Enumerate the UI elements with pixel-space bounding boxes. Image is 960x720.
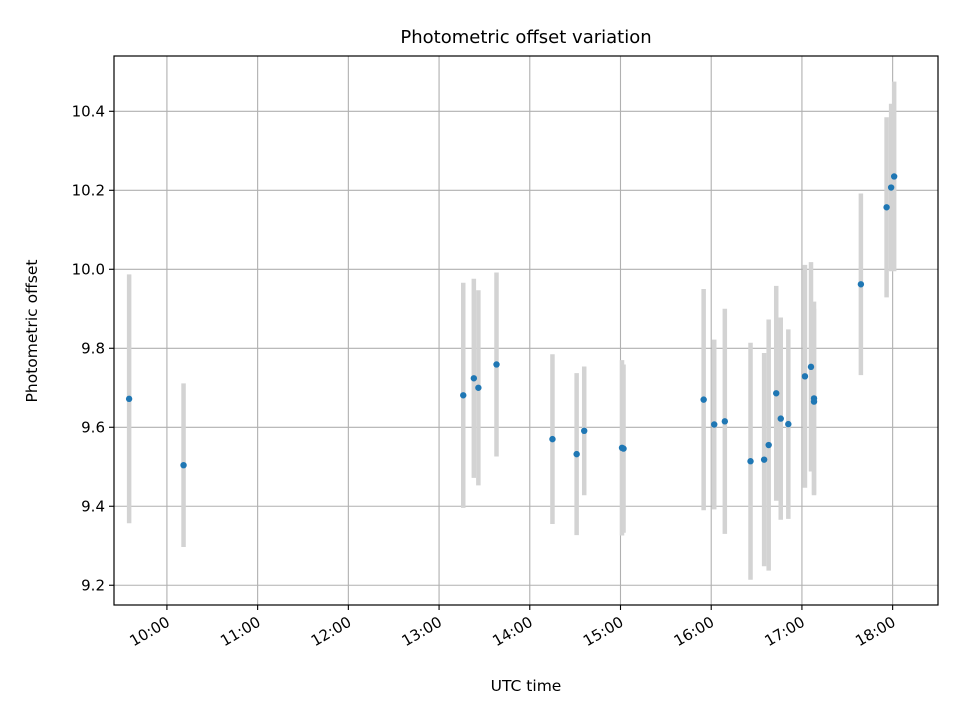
- chart-title: Photometric offset variation: [400, 27, 651, 48]
- y-tick-label: 10.4: [72, 102, 105, 120]
- data-point: [549, 435, 556, 443]
- data-point: [581, 427, 588, 435]
- data-point: [857, 281, 865, 288]
- data-point: [883, 204, 890, 211]
- data-point: [773, 390, 780, 397]
- data-points: [125, 173, 898, 469]
- data-point: [620, 445, 627, 452]
- x-axis-label: UTC time: [491, 677, 562, 695]
- data-point: [785, 420, 792, 428]
- data-point: [125, 395, 133, 403]
- y-tick-label: 10.0: [72, 260, 105, 278]
- y-tick-label: 9.8: [81, 339, 105, 357]
- data-point: [493, 361, 500, 368]
- data-point: [890, 173, 898, 180]
- data-point: [700, 396, 707, 403]
- data-point: [777, 415, 784, 422]
- data-point: [180, 461, 187, 469]
- data-point: [801, 373, 809, 380]
- data-point: [810, 398, 818, 405]
- data-point: [573, 450, 580, 458]
- y-tick-label: 9.6: [81, 418, 105, 436]
- data-point: [760, 456, 768, 463]
- data-point: [711, 421, 718, 428]
- y-axis-label: Photometric offset: [23, 260, 41, 403]
- y-tick-label: 10.2: [72, 181, 105, 199]
- data-point: [765, 441, 772, 449]
- data-point: [721, 418, 729, 425]
- data-point: [475, 384, 482, 391]
- data-point: [747, 458, 754, 465]
- y-axis-ticks: 9.2 9.4 9.6 9.8 10.0 10.2 10.4: [72, 102, 114, 594]
- data-point: [470, 375, 478, 382]
- data-point: [460, 392, 467, 399]
- axes-frame: [113, 55, 939, 606]
- y-tick-label: 9.2: [81, 576, 105, 594]
- data-point: [887, 184, 895, 191]
- y-tick-label: 9.4: [81, 497, 105, 515]
- data-point: [807, 363, 815, 371]
